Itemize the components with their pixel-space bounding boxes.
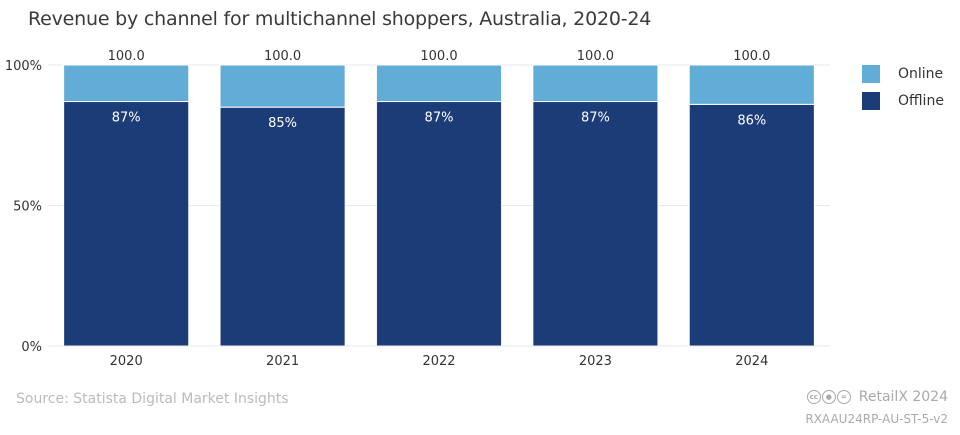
- bar-offline-2022: [375, 101, 503, 347]
- data-label-offline-2024: 86%: [737, 113, 766, 128]
- creative-commons-icon: cc: [806, 390, 821, 404]
- bar-online-2022: [375, 64, 503, 103]
- legend-label-offline: Offline: [898, 92, 944, 109]
- bar-offline-2023: [532, 101, 659, 347]
- total-label-2023: 100.0: [577, 49, 614, 64]
- y-tick-label-0: 0%: [21, 340, 42, 355]
- x-tick-label-2023: 2023: [579, 354, 612, 369]
- data-label-offline-2023: 87%: [581, 111, 610, 126]
- total-label-2021: 100.0: [264, 49, 301, 64]
- y-tick-label-50: 50%: [13, 200, 42, 215]
- bar-online-2023: [532, 64, 659, 103]
- bar-online-2021: [219, 64, 346, 108]
- legend-label-online: Online: [898, 65, 944, 82]
- brand-block: cc ● = RetailX 2024: [806, 389, 948, 405]
- attribution-icon: ●: [821, 390, 836, 404]
- bar-offline-2020: [63, 101, 190, 347]
- bar-online-2024: [688, 64, 815, 105]
- stacked-bar-chart: 0% 50% 100% 87% 100.0 2020 85% 100.0 2021 87% 100.…: [5, 49, 830, 369]
- brand-name: RetailX 2024: [858, 389, 948, 405]
- total-label-2024: 100.0: [733, 49, 770, 64]
- x-tick-label-2024: 2024: [735, 354, 768, 369]
- total-label-2020: 100.0: [108, 49, 145, 64]
- x-tick-label-2022: 2022: [422, 354, 455, 369]
- x-tick-label-2020: 2020: [110, 354, 143, 369]
- source-note: Source: Statista Digital Market Insights: [16, 391, 289, 407]
- x-tick-label-2021: 2021: [266, 354, 299, 369]
- legend-swatch-offline: [862, 91, 880, 110]
- legend-item-offline[interactable]: Offline: [862, 87, 944, 114]
- no-derivatives-icon: =: [836, 390, 851, 404]
- data-label-offline-2020: 87%: [112, 111, 141, 126]
- data-label-offline-2021: 85%: [268, 116, 297, 131]
- total-label-2022: 100.0: [420, 49, 457, 64]
- legend-item-online[interactable]: Online: [862, 60, 944, 87]
- report-code: RXAAU24RP-AU-ST-5-v2: [805, 412, 948, 426]
- chart-title: Revenue by channel for multichannel shop…: [28, 8, 652, 30]
- license-icons: cc ● =: [806, 390, 851, 404]
- legend: Online Offline: [862, 60, 944, 114]
- data-label-offline-2022: 87%: [425, 111, 454, 126]
- bar-offline-2021: [219, 106, 346, 347]
- bar-offline-2024: [688, 103, 815, 347]
- legend-swatch-online: [862, 64, 880, 83]
- bar-online-2020: [63, 64, 190, 103]
- y-tick-label-100: 100%: [5, 59, 42, 74]
